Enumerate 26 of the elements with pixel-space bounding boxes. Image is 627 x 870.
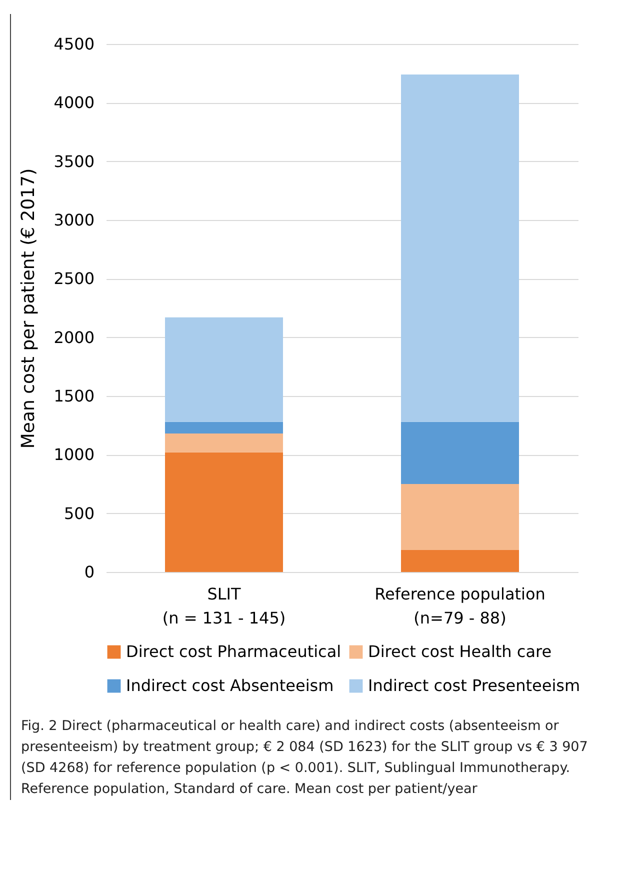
bar: [401, 484, 519, 550]
bar: [401, 422, 519, 484]
y-tick-label: 0: [84, 562, 94, 582]
bar: [165, 452, 283, 572]
y-tick-label: 1000: [54, 445, 94, 464]
bar: [401, 74, 519, 422]
bar: [401, 550, 519, 572]
x-tick-label: Reference population (n=79 - 88): [374, 584, 546, 628]
y-tick-label: 2500: [54, 269, 94, 288]
y-tick-label: 1500: [54, 386, 94, 406]
bar: [165, 317, 283, 422]
caption: Fig. 2 Direct (pharmaceutical or health care) and indirect costs (absenteeism or presenteeism) by treatment group; € 2 084 (SD 1623) for the SLIT group vs € 3 907 (SD 4268) for reference population (p < 0.001). SLIT, Sublingual Immunotherapy. Reference population, Standard of care. Mean cost per patient/year: [20, 717, 589, 799]
y-tick-label: 4500: [54, 34, 94, 54]
bar: [165, 422, 283, 434]
y-tick-label: 2000: [54, 328, 94, 347]
y-tick-label: 3000: [54, 210, 94, 230]
bar: [165, 434, 283, 452]
legend-label: Indirect cost Absenteeism: [126, 676, 334, 695]
legend-label: Direct cost Health care: [368, 642, 552, 661]
y-tick-label: 3500: [54, 152, 94, 171]
y-tick-label: 500: [64, 504, 94, 523]
y-axis-title: Mean cost per patient (€ 2017): [18, 168, 39, 449]
legend-label: Indirect cost Presenteeism: [368, 676, 580, 695]
y-tick-label: 4000: [54, 93, 94, 112]
legend-label: Direct cost Pharmaceutical: [126, 642, 342, 661]
x-tick-label: SLIT (n = 131 - 145): [162, 584, 286, 628]
